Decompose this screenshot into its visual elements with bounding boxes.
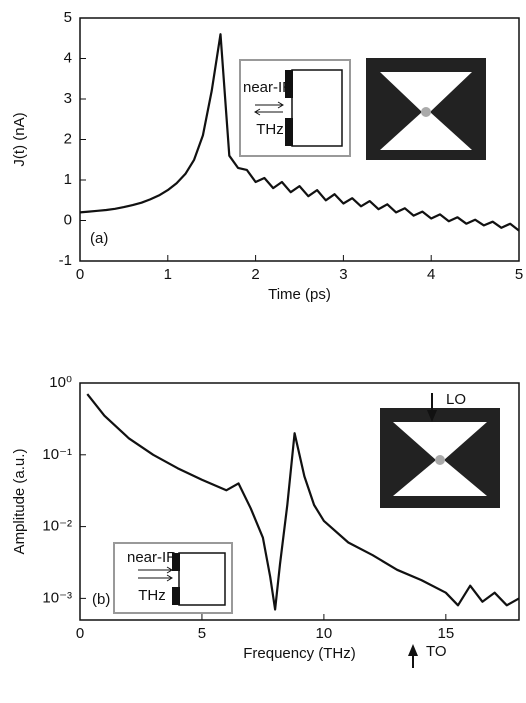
y-tick-label: -1: [59, 252, 72, 269]
y-tick-label: 2: [64, 130, 72, 147]
x-axis-label: Frequency (THz): [243, 645, 356, 662]
x-axis-label: Time (ps): [268, 286, 331, 303]
x-tick-label: 5: [515, 266, 523, 283]
x-tick-label: 0: [76, 266, 84, 283]
annotation: TO: [426, 643, 447, 660]
annotation: THz: [138, 587, 166, 604]
annotation: near-IR: [243, 79, 293, 96]
x-tick-label: 15: [437, 625, 454, 642]
x-tick-label: 0: [76, 625, 84, 642]
x-tick-label: 4: [427, 266, 435, 283]
y-tick-label: 10⁰: [49, 374, 72, 391]
y-axis-label: Amplitude (a.u.): [11, 449, 28, 555]
data-line: [79, 33, 520, 232]
x-tick-label: 3: [339, 266, 347, 283]
y-tick-label: 1: [64, 171, 72, 188]
y-axis-label: J(t) (nA): [11, 112, 28, 166]
x-tick-label: 2: [251, 266, 259, 283]
y-tick-label: 0: [64, 211, 72, 228]
y-tick-label: 3: [64, 90, 72, 107]
y-tick-label: 4: [64, 49, 72, 66]
y-tick-label: 10⁻³: [42, 589, 72, 606]
y-tick-label: 5: [64, 9, 72, 26]
y-tick-label: 10⁻¹: [42, 446, 72, 463]
y-tick-label: 10⁻²: [42, 518, 72, 535]
inset-b: [113, 393, 500, 668]
x-tick-label: 5: [198, 625, 206, 642]
plot-frame: [79, 382, 520, 621]
x-tick-label: 10: [316, 625, 333, 642]
data-line: [86, 393, 520, 611]
annotation: near-IR: [127, 549, 177, 566]
annotation: (b): [92, 591, 110, 608]
annotation: THz: [256, 121, 284, 138]
inset-a: [239, 58, 486, 160]
x-tick-label: 1: [164, 266, 172, 283]
annotation: (a): [90, 230, 108, 247]
annotation: LO: [446, 391, 466, 408]
